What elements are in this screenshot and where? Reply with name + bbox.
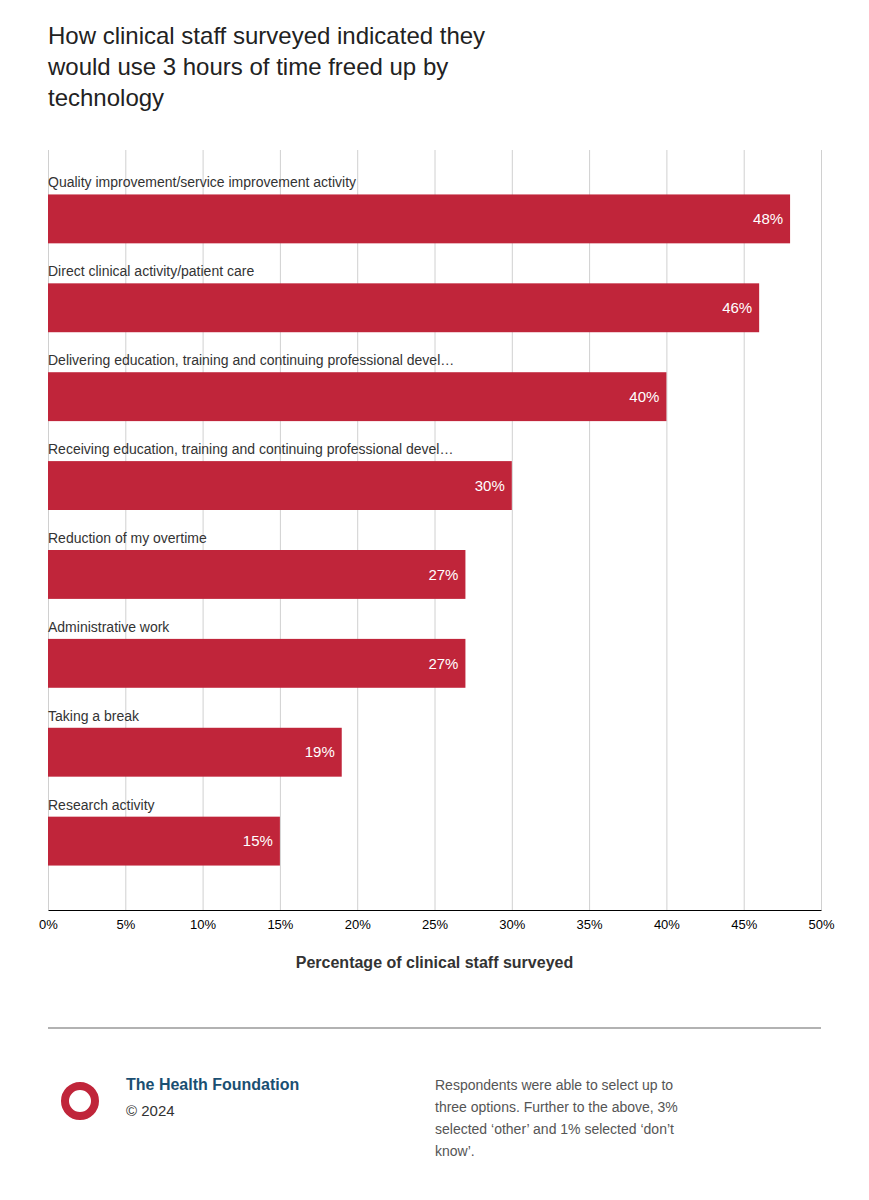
grid-line	[280, 150, 281, 910]
title-line: How clinical staff surveyed indicated th…	[48, 22, 485, 49]
data-label: 48%	[753, 210, 783, 227]
x-tick-label: 5%	[116, 917, 135, 932]
x-tick-label: 30%	[499, 917, 525, 932]
bar	[48, 194, 790, 243]
footer-separator	[48, 1027, 821, 1029]
x-tick: 40%	[654, 150, 680, 932]
x-tick-label: 15%	[267, 917, 293, 932]
logo	[65, 1086, 95, 1116]
bar	[48, 728, 342, 777]
title: How clinical staff surveyed indicated th…	[47, 22, 485, 111]
x-tick: 15%	[267, 150, 293, 932]
x-tick-label: 20%	[345, 917, 371, 932]
x-tick-label: 40%	[654, 917, 680, 932]
bar	[48, 461, 512, 510]
org-name: The Health Foundation	[126, 1076, 299, 1093]
category-label: Administrative work	[48, 619, 170, 635]
bar	[48, 550, 465, 599]
category-label: Delivering education, training and conti…	[48, 352, 454, 368]
data-label: 15%	[243, 832, 273, 849]
footnote-line: selected ‘other’ and 1% selected ‘don’t	[435, 1121, 674, 1137]
data-label: 19%	[305, 743, 335, 760]
footnote-line: know’.	[435, 1143, 475, 1159]
x-tick: 45%	[731, 150, 757, 932]
bars	[48, 194, 790, 865]
x-axis: 0% 5% 10% 15% 20% 25% 30% 35% 40% 45% 50%	[39, 150, 835, 932]
category-label: Receiving education, training and contin…	[48, 441, 453, 457]
category-label: Quality improvement/service improvement …	[48, 174, 356, 190]
footnote-line: Respondents were able to select up to	[435, 1077, 673, 1093]
x-tick-label: 35%	[577, 917, 603, 932]
bar	[48, 283, 759, 332]
chart: How clinical staff surveyed indicated th…	[0, 0, 869, 1200]
grid-line	[512, 150, 513, 910]
bar	[48, 639, 465, 688]
category-label: Reduction of my overtime	[48, 530, 207, 546]
plot: 0% 5% 10% 15% 20% 25% 30% 35% 40% 45% 50% Quality i…	[39, 150, 835, 932]
category-label: Taking a break	[48, 708, 140, 724]
x-axis-label: Percentage of clinical staff surveyed	[296, 954, 573, 971]
grid-line	[589, 150, 590, 910]
grid-line	[821, 150, 822, 910]
bar	[48, 372, 666, 421]
title-line: would use 3 hours of time freed up by	[47, 53, 448, 80]
x-tick-label: 45%	[731, 917, 757, 932]
data-label: 40%	[629, 388, 659, 405]
x-tick: 35%	[577, 150, 603, 932]
footnote: Respondents were able to select up to thr…	[435, 1077, 678, 1159]
x-tick-label: 0%	[39, 917, 58, 932]
data-label: 30%	[475, 477, 505, 494]
labels: Quality improvement/service improvement …	[48, 174, 783, 849]
grid-line	[435, 150, 436, 910]
x-tick: 20%	[345, 150, 371, 932]
x-tick-label: 25%	[422, 917, 448, 932]
data-label: 27%	[428, 655, 458, 672]
grid-line	[666, 150, 667, 910]
title-line: technology	[48, 84, 164, 111]
x-tick-label: 50%	[808, 917, 834, 932]
x-tick: 25%	[422, 150, 448, 932]
footnote-line: three options. Further to the above, 3%	[435, 1099, 678, 1115]
category-label: Research activity	[48, 797, 155, 813]
grid-line	[357, 150, 358, 910]
x-tick: 30%	[499, 150, 525, 932]
x-tick-label: 10%	[190, 917, 216, 932]
data-label: 46%	[722, 299, 752, 316]
grid-line	[744, 150, 745, 910]
category-label: Direct clinical activity/patient care	[48, 263, 254, 279]
bar	[48, 817, 280, 866]
data-label: 27%	[428, 566, 458, 583]
x-tick: 50%	[808, 150, 834, 932]
org-year: © 2024	[126, 1102, 175, 1119]
x-axis-line	[49, 910, 822, 911]
